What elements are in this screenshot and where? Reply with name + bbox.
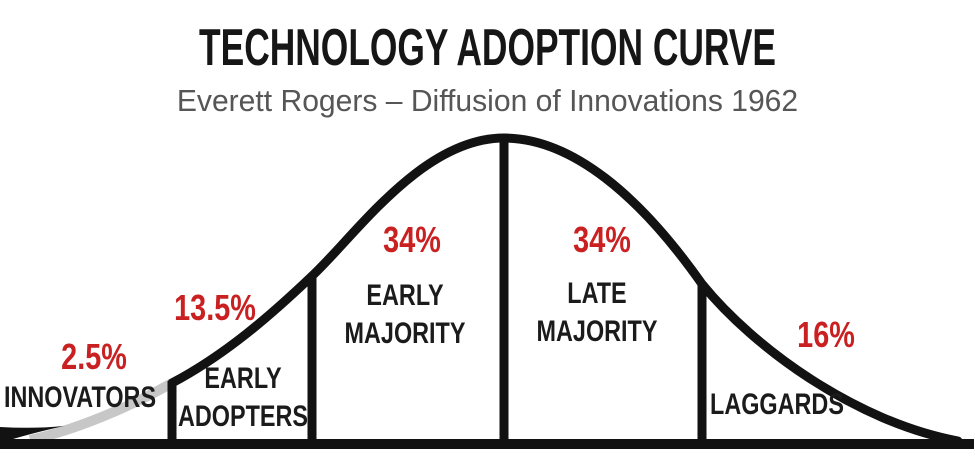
- early-majority-label-line1: EARLY: [366, 279, 444, 312]
- late-majority-percent: 34%: [573, 219, 631, 260]
- late-majority-label: LATE MAJORITY: [441, 275, 753, 351]
- early-adopters-label-line2: ADOPTERS: [177, 400, 309, 433]
- curve-start-wedge: [0, 426, 64, 443]
- early-adopters-label: EARLY ADOPTERS: [87, 360, 399, 436]
- innovators-tail-gray-line: [28, 378, 175, 445]
- innovators-label: INNOVATORS: [3, 381, 157, 414]
- laggards-label: LAGGARDS: [710, 388, 844, 421]
- laggards-percent: 16%: [797, 314, 855, 355]
- page-subtitle: Everett Rogers – Diffusion of Innovation…: [176, 83, 799, 118]
- page-title: TECHNOLOGY ADOPTION CURVE: [199, 19, 776, 77]
- early-adopters-percent: 13.5%: [174, 287, 256, 328]
- early-adopters-label-line1: EARLY: [204, 362, 282, 395]
- late-majority-label-line1: LATE: [567, 277, 627, 310]
- innovators-percent: 2.5%: [61, 336, 127, 377]
- early-majority-label-line2: MAJORITY: [344, 317, 466, 350]
- early-majority-label: EARLY MAJORITY: [249, 277, 561, 353]
- bell-curve-line: [167, 133, 963, 446]
- late-majority-label-line2: MAJORITY: [536, 315, 658, 348]
- early-majority-percent: 34%: [383, 219, 441, 260]
